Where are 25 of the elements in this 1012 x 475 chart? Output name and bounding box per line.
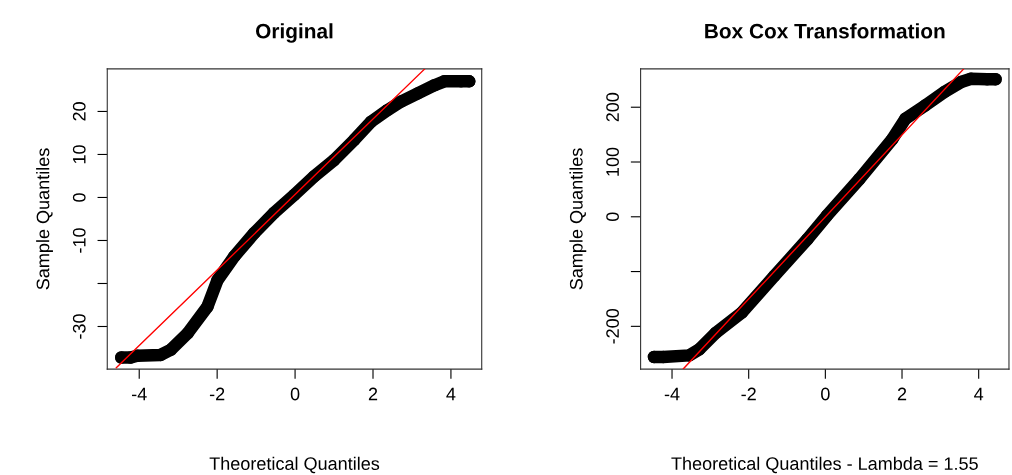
- y-axis-title: Sample Quantiles: [36, 148, 53, 290]
- y-tick-label: -10: [72, 228, 86, 253]
- x-tick-label: -4: [664, 387, 680, 401]
- x-tick-label: 2: [897, 387, 907, 401]
- chart-title: Original: [255, 23, 333, 43]
- x-tick-label: 4: [446, 387, 456, 401]
- x-tick-label: -2: [209, 387, 225, 401]
- y-tick-label: 100: [606, 147, 619, 176]
- x-tick-label: 0: [290, 387, 300, 401]
- y-tick-label: 20: [72, 102, 86, 121]
- y-tick-label: -200: [606, 308, 619, 344]
- x-tick-label: 0: [821, 387, 830, 401]
- y-tick-label: 200: [606, 92, 619, 122]
- x-axis-title: Theoretical Quantiles - Lambda = 1.55: [671, 456, 978, 474]
- y-axis-title: Sample Quantiles: [569, 148, 587, 290]
- x-tick-label: -2: [741, 387, 756, 401]
- chart-title: Box Cox Transformation: [705, 23, 945, 39]
- y-tick-label: 0: [72, 193, 86, 202]
- y-tick-label: 0: [606, 212, 619, 222]
- y-tick-label: 10: [72, 145, 86, 164]
- x-tick-label: 2: [368, 387, 378, 401]
- x-tick-label: -4: [132, 387, 147, 401]
- x-tick-label: 4: [974, 387, 984, 401]
- x-axis-title: Theoretical Quantiles: [209, 456, 380, 474]
- y-tick-label: -30: [72, 314, 86, 339]
